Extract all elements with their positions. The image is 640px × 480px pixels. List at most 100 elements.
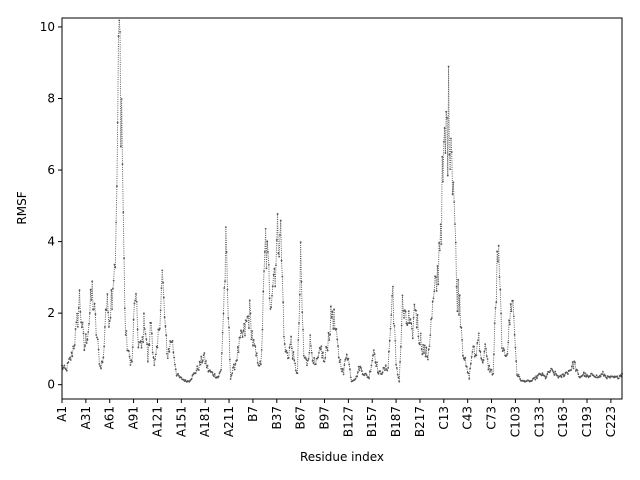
rmsf-point (482, 359, 485, 361)
rmsf-point (369, 370, 372, 373)
rmsf-point (88, 312, 91, 314)
x-tick-label: C223 (604, 406, 618, 437)
rmsf-point (225, 251, 228, 253)
rmsf-point (419, 332, 422, 335)
x-tick-label: B97 (318, 406, 332, 430)
rmsf-point (172, 351, 175, 354)
rmsf-point (589, 375, 592, 378)
rmsf-point (264, 227, 267, 230)
rmsf-point (563, 374, 566, 376)
rmsf-point (555, 373, 557, 375)
rmsf-point (190, 377, 193, 380)
rmsf-point (337, 345, 339, 347)
rmsf-point (205, 360, 207, 362)
rmsf-point (217, 376, 219, 379)
rmsf-point (141, 336, 144, 339)
rmsf-point (86, 338, 89, 341)
rmsf-point (461, 338, 464, 341)
rmsf-point (333, 327, 336, 330)
x-tick-label: C193 (580, 406, 594, 437)
rmsf-point (318, 352, 320, 354)
rmsf-point (403, 309, 406, 312)
rmsf-point (481, 359, 483, 361)
rmsf-point (200, 355, 203, 358)
rmsf-point (251, 330, 254, 333)
rmsf-point (462, 354, 464, 357)
rmsf-point (576, 369, 579, 372)
rmsf-point (451, 193, 454, 196)
rmsf-point (549, 369, 552, 372)
rmsf-point (272, 273, 275, 276)
rmsf-point (221, 331, 224, 334)
rmsf-point (399, 345, 402, 348)
rmsf-point (387, 367, 390, 369)
rmsf-point (411, 337, 414, 340)
rmsf-point (184, 379, 187, 381)
rmsf-point (248, 299, 251, 302)
rmsf-point (119, 30, 121, 33)
rmsf-point (341, 370, 343, 373)
rmsf-point (247, 315, 250, 318)
rmsf-point (509, 303, 512, 305)
rmsf-point (404, 310, 407, 313)
rmsf-point (74, 328, 77, 330)
rmsf-point (223, 287, 226, 289)
rmsf-point (263, 250, 266, 253)
rmsf-point (477, 332, 480, 335)
rmsf-point (96, 338, 99, 341)
rmsf-point (397, 376, 400, 379)
rmsf-point (162, 296, 165, 299)
rmsf-point (224, 280, 226, 283)
rmsf-point (367, 376, 370, 378)
rmsf-point (436, 265, 439, 267)
rmsf-point (407, 310, 410, 313)
rmsf-point (150, 332, 153, 335)
rmsf-point (103, 345, 106, 348)
rmsf-point (497, 244, 500, 247)
rmsf-point (308, 351, 311, 354)
rmsf-point (544, 377, 547, 380)
rmsf-point (73, 347, 75, 350)
rmsf-point (516, 375, 519, 378)
rmsf-point (587, 376, 590, 379)
rmsf-point (571, 361, 574, 363)
rmsf-point (283, 335, 285, 338)
rmsf-point (354, 377, 357, 380)
rmsf-point (95, 334, 98, 336)
rmsf-point (551, 369, 554, 372)
rmsf-point (484, 343, 487, 346)
rmsf-point (277, 252, 280, 254)
rmsf-point (312, 362, 315, 364)
rmsf-point (481, 361, 484, 364)
rmsf-point (399, 361, 401, 363)
rmsf-point (546, 373, 549, 376)
rmsf-point (434, 276, 437, 278)
rmsf-point (267, 250, 269, 253)
x-tick-label: C163 (556, 406, 570, 437)
rmsf-point (161, 269, 164, 272)
rmsf-point (395, 367, 398, 369)
rmsf-point (438, 241, 440, 244)
rmsf-point (242, 329, 245, 332)
rmsf-point (306, 364, 308, 367)
rmsf-point (250, 338, 253, 341)
rmsf-point (81, 321, 84, 324)
rmsf-point (483, 350, 486, 353)
x-tick-label: A181 (198, 406, 212, 437)
rmsf-point (604, 374, 607, 377)
rmsf-point (178, 375, 180, 377)
rmsf-point (432, 297, 435, 300)
rmsf-point (134, 299, 137, 302)
rmsf-point (202, 354, 205, 356)
rmsf-point (450, 137, 452, 140)
rmsf-point (463, 359, 466, 361)
rmsf-point (128, 355, 131, 358)
rmsf-point (468, 377, 471, 380)
rmsf-point (70, 351, 73, 354)
rmsf-point (137, 346, 140, 349)
rmsf-point (535, 377, 538, 380)
rmsf-point (306, 359, 309, 362)
rmsf-point (77, 306, 80, 309)
rmsf-point (475, 354, 478, 357)
